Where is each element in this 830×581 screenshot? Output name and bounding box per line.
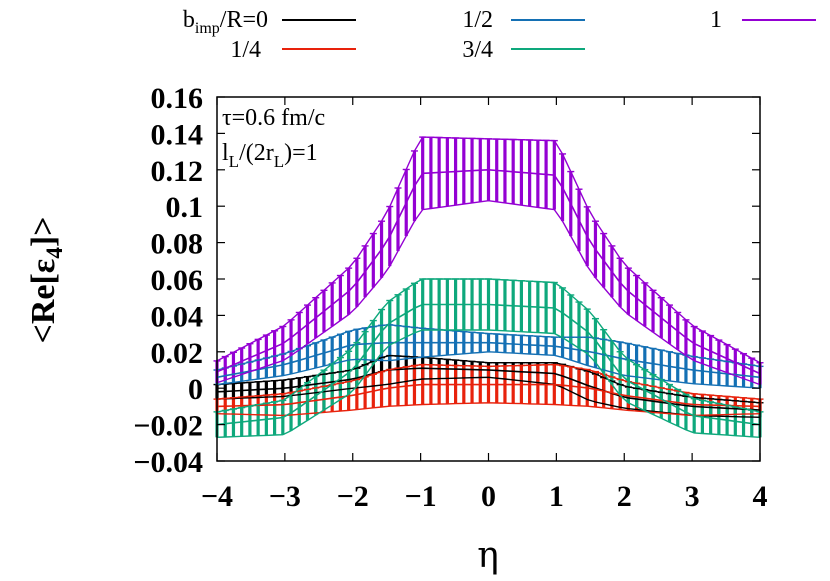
svg-text:1: 1 bbox=[710, 7, 722, 33]
series-4-lower-edge bbox=[216, 199, 761, 386]
series-2-line bbox=[216, 341, 761, 379]
legend-entry-b1-4: 1/4 bbox=[230, 37, 356, 63]
series-3-upper-edge bbox=[216, 278, 761, 413]
x-tick-label: 0 bbox=[481, 480, 496, 513]
legend-entry-b3-4: 3/4 bbox=[462, 37, 585, 63]
y-tick-label: 0.1 bbox=[166, 191, 204, 224]
y-tick-label: 0.16 bbox=[151, 82, 204, 115]
y-tick-label: −0.02 bbox=[133, 410, 203, 443]
y-axis-ticks: 0.160.14 0.120.1 0.080.060.04 0.020 −0.02−0.… bbox=[133, 82, 760, 479]
x-tick-label: 4 bbox=[753, 480, 768, 513]
x-tick-label: 2 bbox=[617, 480, 632, 513]
x-tick-label: −1 bbox=[405, 480, 437, 513]
series-3-line bbox=[216, 303, 761, 426]
x-tick-label: −3 bbox=[269, 480, 301, 513]
x-axis-ticks: −4 −3 −2 −1 0 1 2 3 4 bbox=[201, 97, 768, 513]
y-tick-label: 0.14 bbox=[151, 118, 204, 151]
y-tick-label: 0.06 bbox=[151, 264, 204, 297]
series-0-upper-edge bbox=[216, 354, 761, 404]
y-tick-label: 0.12 bbox=[151, 155, 204, 188]
series-2-lower-edge bbox=[216, 351, 761, 389]
svg-text:3/4: 3/4 bbox=[462, 37, 493, 63]
legend-entry-b0: bimp/R=0 bbox=[183, 7, 356, 37]
annotation-tau: τ=0.6 fm/c bbox=[222, 105, 325, 131]
y-tick-label: 0.04 bbox=[151, 300, 204, 333]
legend: bimp/R=0 1/4 1/2 3/4 1 bbox=[183, 7, 816, 63]
legend-entry-b1-2: 1/2 bbox=[462, 7, 585, 33]
svg-text:bimp/R=0: bimp/R=0 bbox=[183, 7, 268, 37]
y-tick-label: 0 bbox=[188, 373, 203, 406]
svg-text:1/4: 1/4 bbox=[230, 37, 261, 63]
series-1-upper-edge bbox=[216, 363, 761, 400]
series-1-lower-edge bbox=[216, 402, 761, 417]
x-tick-label: 1 bbox=[549, 480, 564, 513]
x-tick-label: −4 bbox=[201, 480, 233, 513]
x-tick-label: −2 bbox=[337, 480, 369, 513]
series-3-error-bars bbox=[213, 278, 764, 438]
annotation-length-ratio: lL/(2rL)=1 bbox=[222, 140, 318, 171]
x-axis-label: η bbox=[477, 535, 499, 576]
y-tick-label: −0.04 bbox=[133, 446, 203, 479]
series-lines bbox=[216, 136, 761, 438]
legend-entry-b1: 1 bbox=[710, 7, 816, 33]
series-2-upper-edge bbox=[216, 324, 761, 371]
y-tick-label: 0.08 bbox=[151, 228, 204, 261]
svg-text:1/2: 1/2 bbox=[462, 7, 493, 33]
series-4-upper-edge bbox=[216, 136, 761, 364]
series-4-line bbox=[216, 168, 761, 375]
series-3-lower-edge bbox=[216, 329, 761, 438]
y-axis-label: <Re[ε4]> bbox=[25, 216, 67, 343]
x-tick-label: 3 bbox=[685, 480, 700, 513]
y-tick-label: 0.02 bbox=[151, 337, 204, 370]
